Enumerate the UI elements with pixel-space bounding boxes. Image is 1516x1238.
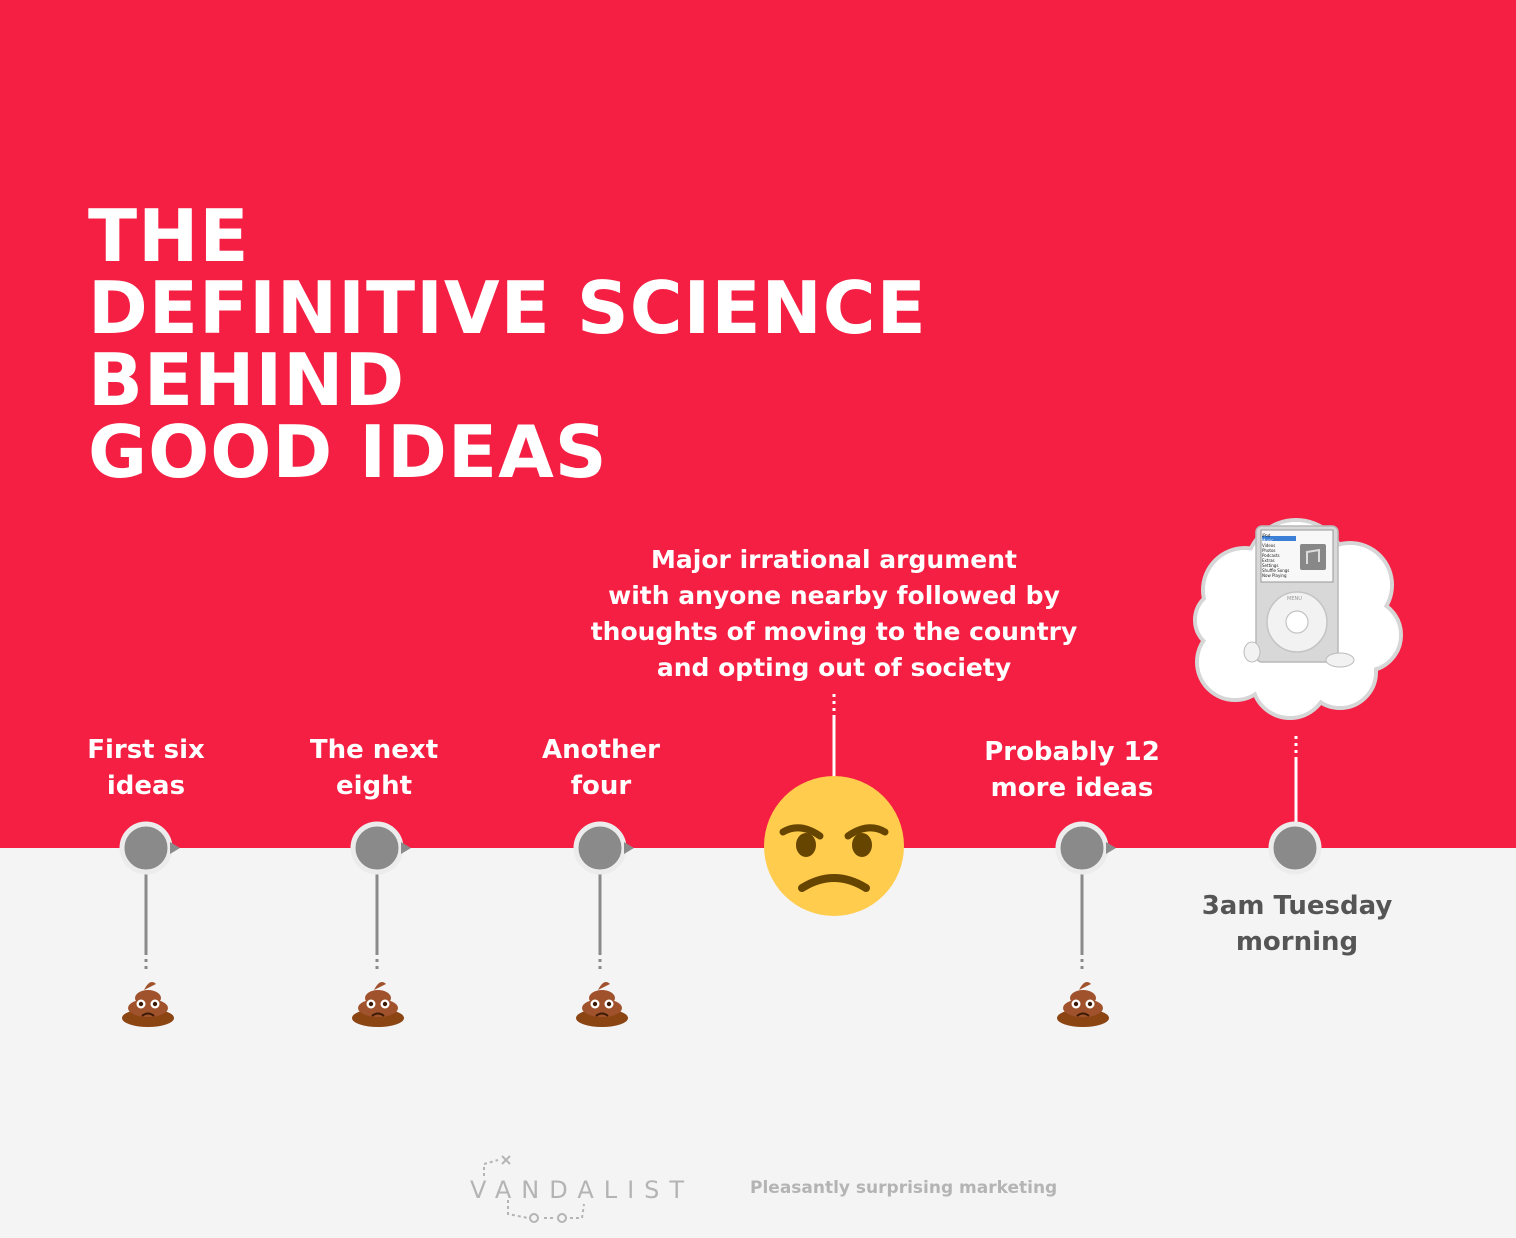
title-line-4: GOOD IDEAS [88, 410, 608, 494]
footer-tagline: Pleasantly surprising marketing [750, 1178, 1058, 1198]
timeline-label-4: Major irrational argument with anyone ne… [591, 542, 1078, 686]
timeline-label-5: Probably 12 more ideas [984, 734, 1160, 806]
ipod-menu-item: Music [1262, 538, 1274, 543]
ipod-menu-item: Settings [1262, 563, 1279, 568]
label-line: with anyone nearby followed by [608, 581, 1060, 610]
label-line: Probably 12 [984, 737, 1160, 767]
timeline-node-3 [573, 821, 634, 970]
label-line: eight [335, 771, 413, 801]
ipod-menu-item: Extras [1262, 558, 1275, 563]
ipod-wheel-label: MENU [1287, 596, 1302, 602]
poop-icon-3 [576, 982, 628, 1027]
timeline-node-1 [119, 821, 180, 970]
timeline-label-2: The next eight [310, 732, 438, 804]
poop-icon-4 [1057, 982, 1109, 1027]
label-line: ideas [106, 771, 186, 801]
ipod-icon [1243, 525, 1355, 668]
timeline-node-5 [1055, 821, 1116, 970]
title-line-3: BEHIND [88, 338, 406, 422]
label-line: Another [542, 735, 660, 765]
timeline-node-2 [350, 821, 411, 970]
vandalist-logo-mark [483, 1155, 585, 1223]
timeline-label-6: 3am Tuesday morning [1202, 888, 1393, 960]
label-line: The next [309, 735, 439, 765]
timeline-node-6 [1268, 736, 1322, 875]
title-line-2: DEFINITIVE SCIENCE [88, 266, 927, 350]
ipod-menu-item: Now Playing [1262, 573, 1287, 578]
ipod-screen-menu: iPod Music Videos Photos Podcasts Extras… [1262, 533, 1296, 578]
ipod-menu-item: Photos [1262, 548, 1276, 553]
ipod-menu-item: iPod [1262, 533, 1271, 538]
angry-face-icon [764, 776, 904, 916]
label-line: and opting out of society [656, 653, 1012, 682]
timeline-label-1: First six ideas [87, 732, 205, 804]
title-line-1: THE [88, 194, 250, 278]
ipod-menu-item: Shuffle Songs [1262, 568, 1290, 573]
timeline-label-3: Another four [542, 732, 660, 804]
vandalist-logo: VANDALIST [470, 1176, 695, 1204]
label-line: 3am Tuesday [1201, 891, 1393, 921]
label-line: Major irrational argument [651, 545, 1017, 574]
label-line: more ideas [990, 773, 1154, 803]
label-line: morning [1235, 927, 1359, 957]
ipod-menu-item: Videos [1262, 543, 1276, 548]
page-title: THE DEFINITIVE SCIENCE BEHIND GOOD IDEAS [88, 200, 927, 488]
label-line: four [570, 771, 632, 801]
poop-icon-2 [352, 982, 404, 1027]
ipod-menu-item: Podcasts [1262, 553, 1280, 558]
poop-icon-1 [122, 982, 174, 1027]
label-line: First six [87, 735, 205, 765]
label-line: thoughts of moving to the country [590, 617, 1078, 646]
